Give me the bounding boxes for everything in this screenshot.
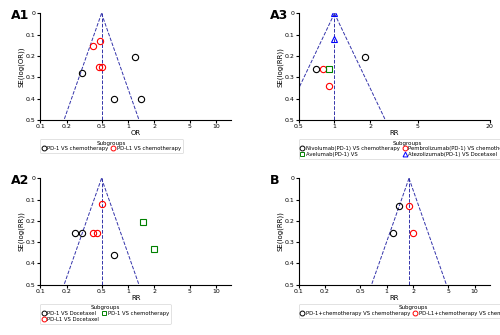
- Legend: Nivolumab(PD-1) VS chemotherapy, Avelumab(PD-1) VS, Pembrolizumab(PD-1) VS chemo: Nivolumab(PD-1) VS chemotherapy, Aveluma…: [298, 139, 500, 159]
- Text: A1: A1: [12, 9, 30, 22]
- Legend: PD-1 VS Docetaxel, PD-L1 VS Docetaxel, PD-1 VS chemotherapy: PD-1 VS Docetaxel, PD-L1 VS Docetaxel, P…: [40, 304, 170, 324]
- X-axis label: RR: RR: [131, 295, 140, 301]
- Text: B: B: [270, 174, 280, 187]
- Y-axis label: SE(log(OR)): SE(log(OR)): [18, 46, 25, 87]
- Y-axis label: SE(log(RR)): SE(log(RR)): [18, 212, 25, 252]
- X-axis label: OR: OR: [130, 130, 141, 136]
- Legend: PD-1+chemotherapy VS chemotherapy, PD-L1+chemotherapy VS chemotherapy: PD-1+chemotherapy VS chemotherapy, PD-L1…: [298, 304, 500, 318]
- Y-axis label: SE(log(RR)): SE(log(RR)): [276, 212, 283, 252]
- Legend: PD-1 VS chemotherapy, PD-L1 VS chemotherapy: PD-1 VS chemotherapy, PD-L1 VS chemother…: [40, 139, 183, 153]
- Text: A3: A3: [270, 9, 288, 22]
- X-axis label: RR: RR: [390, 130, 399, 136]
- Y-axis label: SE(log(RR)): SE(log(RR)): [276, 47, 283, 86]
- X-axis label: RR: RR: [390, 295, 399, 301]
- Text: A2: A2: [12, 174, 30, 187]
